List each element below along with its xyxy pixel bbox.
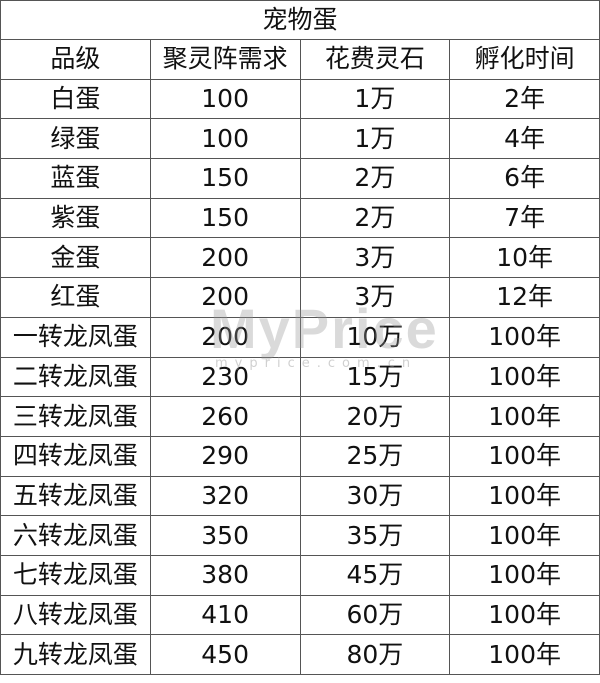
cell-array-requirement: 410	[149, 594, 301, 636]
cell-spirit-stone-cost: 1万	[299, 118, 451, 160]
cell-hatch-time: 7年	[449, 197, 600, 239]
cell-spirit-stone-cost: 1万	[299, 78, 451, 120]
table-row: 一转龙凤蛋 200 10万 100年	[0, 316, 600, 358]
table-row: 五转龙凤蛋 320 30万 100年	[0, 475, 600, 517]
cell-grade: 五转龙凤蛋	[0, 475, 151, 517]
cell-grade: 三转龙凤蛋	[0, 396, 151, 437]
cell-array-requirement: 230	[149, 356, 301, 398]
header-grade: 品级	[0, 39, 151, 80]
cell-array-requirement: 200	[149, 277, 301, 318]
cell-array-requirement: 450	[149, 634, 301, 675]
table-row: 六转龙凤蛋 350 35万 100年	[0, 515, 600, 556]
cell-hatch-time: 100年	[449, 356, 600, 398]
cell-hatch-time: 100年	[449, 396, 600, 437]
table-row: 紫蛋 150 2万 7年	[0, 197, 600, 239]
cell-hatch-time: 100年	[449, 594, 600, 636]
cell-array-requirement: 290	[149, 435, 301, 477]
cell-hatch-time: 100年	[449, 634, 600, 675]
cell-grade: 九转龙凤蛋	[0, 634, 151, 675]
table-row: 绿蛋 100 1万 4年	[0, 118, 600, 160]
cell-hatch-time: 100年	[449, 435, 600, 477]
cell-array-requirement: 350	[149, 515, 301, 556]
header-array-requirement: 聚灵阵需求	[149, 39, 301, 80]
cell-hatch-time: 4年	[449, 118, 600, 160]
cell-hatch-time: 6年	[449, 158, 600, 199]
table-row: 金蛋 200 3万 10年	[0, 237, 600, 279]
cell-spirit-stone-cost: 60万	[299, 594, 451, 636]
cell-array-requirement: 320	[149, 475, 301, 517]
cell-spirit-stone-cost: 35万	[299, 515, 451, 556]
cell-array-requirement: 260	[149, 396, 301, 437]
cell-grade: 白蛋	[0, 78, 151, 120]
header-spirit-stone-cost: 花费灵石	[299, 39, 451, 80]
header-hatch-time: 孵化时间	[449, 39, 600, 80]
cell-grade: 金蛋	[0, 237, 151, 279]
cell-array-requirement: 150	[149, 197, 301, 239]
cell-spirit-stone-cost: 20万	[299, 396, 451, 437]
cell-spirit-stone-cost: 25万	[299, 435, 451, 477]
cell-grade: 七转龙凤蛋	[0, 554, 151, 596]
cell-spirit-stone-cost: 80万	[299, 634, 451, 675]
cell-grade: 蓝蛋	[0, 158, 151, 199]
cell-hatch-time: 2年	[449, 78, 600, 120]
cell-spirit-stone-cost: 3万	[299, 237, 451, 279]
cell-hatch-time: 100年	[449, 515, 600, 556]
cell-grade: 八转龙凤蛋	[0, 594, 151, 636]
table-row: 四转龙凤蛋 290 25万 100年	[0, 435, 600, 477]
cell-spirit-stone-cost: 10万	[299, 316, 451, 358]
cell-array-requirement: 200	[149, 237, 301, 279]
cell-spirit-stone-cost: 2万	[299, 158, 451, 199]
table-row: 八转龙凤蛋 410 60万 100年	[0, 594, 600, 636]
cell-spirit-stone-cost: 45万	[299, 554, 451, 596]
cell-hatch-time: 100年	[449, 475, 600, 517]
cell-grade: 二转龙凤蛋	[0, 356, 151, 398]
cell-array-requirement: 100	[149, 118, 301, 160]
cell-array-requirement: 200	[149, 316, 301, 358]
cell-array-requirement: 150	[149, 158, 301, 199]
cell-grade: 绿蛋	[0, 118, 151, 160]
cell-grade: 一转龙凤蛋	[0, 316, 151, 358]
header-row: 品级 聚灵阵需求 花费灵石 孵化时间	[0, 39, 600, 80]
cell-spirit-stone-cost: 30万	[299, 475, 451, 517]
table-row: 蓝蛋 150 2万 6年	[0, 158, 600, 199]
table-title: 宠物蛋	[0, 0, 600, 40]
cell-hatch-time: 100年	[449, 554, 600, 596]
cell-grade: 六转龙凤蛋	[0, 515, 151, 556]
cell-spirit-stone-cost: 15万	[299, 356, 451, 398]
cell-hatch-time: 100年	[449, 316, 600, 358]
table-row: 七转龙凤蛋 380 45万 100年	[0, 554, 600, 596]
table-row: 红蛋 200 3万 12年	[0, 277, 600, 318]
table-row: 三转龙凤蛋 260 20万 100年	[0, 396, 600, 437]
cell-array-requirement: 380	[149, 554, 301, 596]
cell-grade: 四转龙凤蛋	[0, 435, 151, 477]
table-row: 白蛋 100 1万 2年	[0, 78, 600, 120]
cell-grade: 紫蛋	[0, 197, 151, 239]
table-row: 九转龙凤蛋 450 80万 100年	[0, 634, 600, 675]
cell-array-requirement: 100	[149, 78, 301, 120]
cell-hatch-time: 10年	[449, 237, 600, 279]
cell-hatch-time: 12年	[449, 277, 600, 318]
table-row: 二转龙凤蛋 230 15万 100年	[0, 356, 600, 398]
title-row: 宠物蛋	[0, 0, 600, 40]
cell-spirit-stone-cost: 2万	[299, 197, 451, 239]
cell-spirit-stone-cost: 3万	[299, 277, 451, 318]
cell-grade: 红蛋	[0, 277, 151, 318]
